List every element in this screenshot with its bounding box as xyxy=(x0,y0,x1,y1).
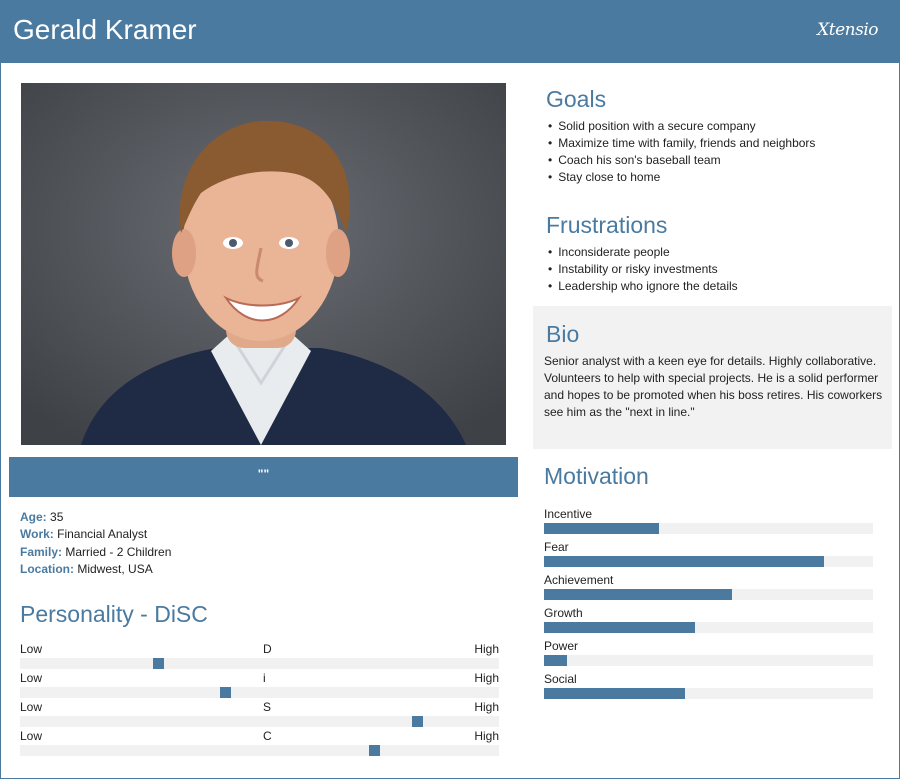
goals-list: Solid position with a secure companyMaxi… xyxy=(548,118,815,186)
motivation-row: Fear xyxy=(544,540,873,570)
motivation-row: Social xyxy=(544,672,873,702)
persona-info: Age: 35 Work: Financial Analyst Family: … xyxy=(20,509,171,578)
motivation-label: Achievement xyxy=(544,573,614,587)
disc-marker[interactable] xyxy=(369,745,380,756)
frustrations-item: Instability or risky investments xyxy=(548,261,738,278)
location-value: Midwest, USA xyxy=(77,561,153,576)
motivation-fill xyxy=(544,688,685,699)
disc-trait-label: C xyxy=(263,729,272,743)
motivation-track xyxy=(544,655,873,666)
header-bar: Gerald Kramer Xtensio xyxy=(0,0,900,63)
disc-trait-label: i xyxy=(263,671,266,685)
disc-track xyxy=(20,687,499,698)
motivation-label: Fear xyxy=(544,540,569,554)
personality-title: Personality - DiSC xyxy=(20,601,208,627)
person-photo-icon xyxy=(21,83,506,445)
persona-quote[interactable]: "" xyxy=(9,457,518,497)
disc-marker[interactable] xyxy=(153,658,164,669)
motivation-fill xyxy=(544,589,732,600)
disc-track xyxy=(20,658,499,669)
motivation-label: Power xyxy=(544,639,579,653)
disc-high-label: High xyxy=(474,729,499,743)
age-label: Age: xyxy=(20,510,47,524)
disc-row-i: Low i High xyxy=(20,671,499,699)
bio-title: Bio xyxy=(546,321,580,347)
motivation-track xyxy=(544,523,873,534)
goals-title: Goals xyxy=(546,86,607,112)
goals-item: Coach his son's baseball team xyxy=(548,152,815,169)
disc-track xyxy=(20,745,499,756)
motivation-label: Incentive xyxy=(544,507,593,521)
disc-trait-label: S xyxy=(263,700,272,714)
disc-track xyxy=(20,716,499,727)
motivation-track xyxy=(544,622,873,633)
disc-high-label: High xyxy=(474,700,499,714)
disc-low-label: Low xyxy=(20,671,43,685)
goals-item: Maximize time with family, friends and n… xyxy=(548,135,815,152)
frustrations-title: Frustrations xyxy=(546,212,668,238)
disc-trait-label: D xyxy=(263,642,272,656)
motivation-row: Power xyxy=(544,639,873,669)
motivation-label: Growth xyxy=(544,606,583,620)
disc-low-label: Low xyxy=(20,700,43,714)
disc-low-label: Low xyxy=(20,729,43,743)
bio-text: Senior analyst with a keen eye for detai… xyxy=(544,354,883,419)
family-value: Married - 2 Children xyxy=(65,544,172,559)
goals-item: Solid position with a secure company xyxy=(548,118,815,135)
motivation-track xyxy=(544,556,873,567)
disc-high-label: High xyxy=(474,642,499,656)
motivation-row: Incentive xyxy=(544,507,873,537)
motivation-fill xyxy=(544,622,695,633)
motivation-fill xyxy=(544,556,824,567)
motivation-title: Motivation xyxy=(544,463,649,489)
frustrations-item: Inconsiderate people xyxy=(548,244,738,261)
work-label: Work: xyxy=(20,527,54,542)
motivation-track xyxy=(544,589,873,600)
location-label: Location: xyxy=(20,561,74,576)
motivation-row: Growth xyxy=(544,606,873,636)
work-value: Financial Analyst xyxy=(57,527,148,542)
frustrations-item: Leadership who ignore the details xyxy=(548,278,737,295)
motivation-row: Achievement xyxy=(544,573,873,603)
goals-item: Stay close to home xyxy=(548,169,815,186)
motivation-fill xyxy=(544,655,567,666)
disc-row-d: Low D High xyxy=(20,642,499,670)
persona-name: Gerald Kramer xyxy=(13,14,197,45)
disc-row-s: Low S High xyxy=(20,700,499,728)
motivation-fill xyxy=(544,523,659,534)
disc-marker[interactable] xyxy=(412,716,423,727)
motivation-label: Social xyxy=(544,672,577,686)
motivation-track xyxy=(544,688,873,699)
bio-section: Bio Senior analyst with a keen eye for d… xyxy=(533,306,892,449)
age-value: 35 xyxy=(50,510,64,524)
xtensio-logo[interactable]: Xtensio xyxy=(817,20,878,40)
disc-high-label: High xyxy=(474,671,499,685)
disc-low-label: Low xyxy=(20,642,43,656)
family-label: Family: xyxy=(20,544,63,559)
person-photo xyxy=(21,83,506,445)
disc-marker[interactable] xyxy=(220,687,231,698)
disc-row-c: Low C High xyxy=(20,729,499,757)
frustrations-list: Inconsiderate peopleInstability or risky… xyxy=(548,244,738,295)
